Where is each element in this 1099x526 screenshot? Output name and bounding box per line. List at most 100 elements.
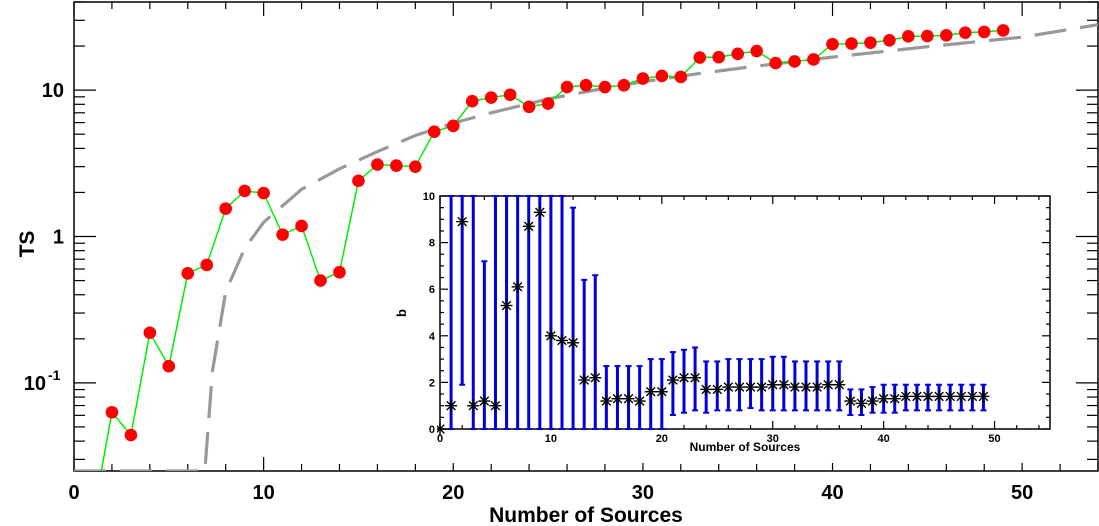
ts-data-point [636, 72, 650, 85]
main-axis-ticks [73, 1, 1099, 471]
main-x-tick-label: 40 [821, 482, 843, 504]
ts-data-point [902, 30, 915, 43]
main-x-tick-label: 50 [1011, 482, 1033, 504]
b-data-point [478, 395, 491, 408]
inset-y-tick-label: 0 [429, 424, 435, 436]
b-data-point [689, 371, 702, 384]
ts-data-point [446, 119, 460, 133]
b-data-point [766, 378, 779, 391]
b-data-point [855, 397, 868, 410]
ts-data-point [257, 186, 270, 200]
inset-series [437, 195, 990, 435]
inset-y-axis-title: b [394, 309, 409, 317]
inset-y-tick-label: 4 [429, 331, 436, 343]
b-data-point [777, 378, 790, 391]
inset-plot: 0 10 20 30 40 50 0 2 4 6 8 10 Number of Sources b [394, 188, 1058, 463]
ts-data-point [617, 78, 631, 92]
main-x-tick-label: 10 [253, 482, 275, 504]
ts-data-point [484, 91, 498, 104]
ts-data-point [750, 44, 763, 58]
b-data-point [910, 390, 923, 403]
ts-data-point [560, 80, 574, 94]
ts-data-point [371, 158, 384, 171]
b-data-point [578, 374, 591, 387]
b-data-point [955, 390, 968, 403]
ts-data-point [921, 29, 934, 43]
b-data-point [666, 374, 679, 387]
main-series [74, 23, 1098, 524]
ts-data-point [143, 326, 157, 340]
inset-y-tick-label: 10 [423, 191, 435, 203]
inset-x-axis-title: Number of Sources [690, 440, 801, 454]
b-data-point [833, 378, 846, 391]
ts-data-point [996, 24, 1010, 37]
main-y-axis-title: TS [16, 231, 39, 258]
b-data-point [445, 399, 458, 412]
ts-data-point [390, 159, 403, 172]
b-data-point [933, 390, 946, 403]
b-data-point [611, 392, 624, 405]
inset-y-tick-label: 2 [429, 377, 435, 389]
ts-data-point [503, 88, 517, 102]
ts-data-point [105, 405, 119, 419]
ts-data-point [674, 70, 688, 84]
b-data-point [700, 383, 713, 396]
b-data-point [437, 423, 446, 435]
ts-data-point [598, 80, 612, 94]
b-data-point [866, 395, 879, 408]
inset-tick-labels: 0 10 20 30 40 50 0 2 4 6 8 10 [423, 191, 1001, 445]
main-y-tick-label: 10 [42, 80, 64, 102]
main-x-tick-label: 20 [442, 482, 464, 504]
b-data-point [467, 399, 480, 412]
ts-data-point [87, 511, 100, 524]
ts-data-point [788, 55, 801, 68]
ts-data-point [826, 37, 839, 51]
b-data-point [644, 385, 657, 398]
b-data-point [711, 383, 724, 396]
ts-data-point [352, 174, 365, 188]
b-data-point [500, 299, 513, 312]
inset-y-tick-label: 8 [429, 238, 435, 250]
main-x-axis-title: Number of Sources [489, 504, 683, 526]
inset-x-tick-label: 0 [437, 433, 443, 445]
inset-background [403, 188, 1058, 463]
b-data-point [966, 390, 979, 403]
b-data-point [944, 390, 957, 403]
b-data-point [533, 206, 546, 219]
ts-data-point [807, 53, 820, 66]
ts-data-point [731, 47, 745, 61]
main-x-tick-label: 0 [68, 482, 79, 504]
main-x-tick-label: 30 [632, 482, 654, 504]
inset-x-tick-label: 40 [878, 433, 890, 445]
ts-data-point [162, 359, 176, 373]
ts-data-point [465, 94, 479, 108]
inset-x-tick-label: 30 [767, 433, 779, 445]
b-data-point [589, 371, 602, 384]
b-data-point [733, 381, 746, 394]
b-data-point [456, 215, 469, 228]
b-data-point [600, 395, 613, 408]
ts-data-point [883, 33, 896, 47]
b-data-point [622, 392, 635, 405]
b-data-point [877, 392, 890, 405]
ts-data-point [939, 28, 953, 42]
ts-data-point [219, 202, 233, 215]
ts-data-point [712, 50, 726, 64]
ts-data-point [541, 97, 555, 110]
main-y-tick-label: 1 [53, 227, 64, 249]
b-data-point [655, 385, 668, 398]
b-data-point [511, 280, 524, 293]
b-data-point [556, 334, 568, 347]
ts-data-point [333, 265, 346, 279]
inset-x-tick-label: 10 [545, 433, 557, 445]
ts-data-point [295, 219, 308, 233]
ts-data-point [276, 228, 289, 241]
b-data-point [744, 381, 757, 394]
ts-data-point [693, 51, 707, 64]
ts-data-point [579, 78, 593, 92]
b-data-point [922, 390, 934, 403]
ts-data-point [845, 37, 858, 50]
